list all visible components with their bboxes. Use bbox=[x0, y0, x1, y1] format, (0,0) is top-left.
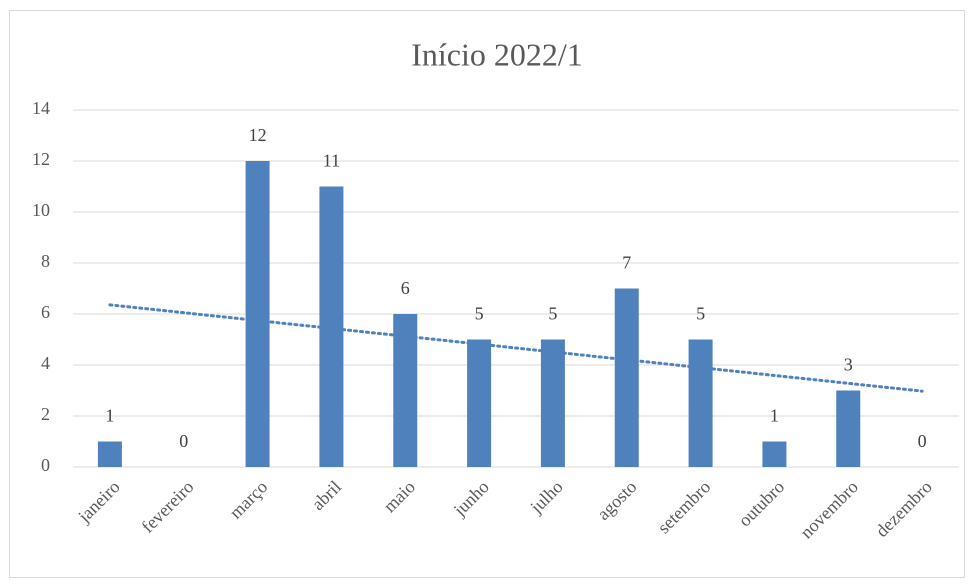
data-label: 6 bbox=[401, 278, 410, 298]
y-tick-label: 10 bbox=[32, 200, 50, 220]
y-tick-label: 12 bbox=[32, 149, 50, 169]
data-label: 11 bbox=[323, 151, 340, 171]
data-label: 12 bbox=[249, 125, 267, 145]
bar bbox=[245, 161, 270, 467]
data-label: 7 bbox=[622, 253, 631, 273]
y-tick-label: 4 bbox=[41, 353, 50, 373]
y-tick-label: 8 bbox=[41, 251, 50, 271]
data-label: 1 bbox=[105, 406, 114, 426]
data-label: 0 bbox=[918, 431, 927, 451]
bar bbox=[319, 186, 344, 467]
y-tick-label: 2 bbox=[41, 404, 50, 424]
data-label: 1 bbox=[770, 406, 779, 426]
bar bbox=[688, 339, 713, 467]
data-label: 3 bbox=[844, 355, 853, 375]
y-tick-label: 0 bbox=[41, 455, 50, 475]
y-tick-label: 14 bbox=[32, 98, 50, 118]
bar bbox=[393, 314, 418, 467]
data-label: 5 bbox=[548, 304, 557, 324]
bar bbox=[467, 339, 492, 467]
bar bbox=[762, 441, 787, 467]
data-label: 5 bbox=[696, 304, 705, 324]
bar bbox=[836, 390, 861, 467]
bar bbox=[614, 288, 639, 467]
data-label: 5 bbox=[475, 304, 484, 324]
y-tick-label: 6 bbox=[41, 302, 50, 322]
data-label: 0 bbox=[179, 431, 188, 451]
bar bbox=[97, 441, 122, 467]
trendline bbox=[108, 303, 924, 393]
chart-title: Início 2022/1 bbox=[411, 36, 583, 72]
bar bbox=[540, 339, 565, 467]
chart-border bbox=[9, 10, 965, 578]
